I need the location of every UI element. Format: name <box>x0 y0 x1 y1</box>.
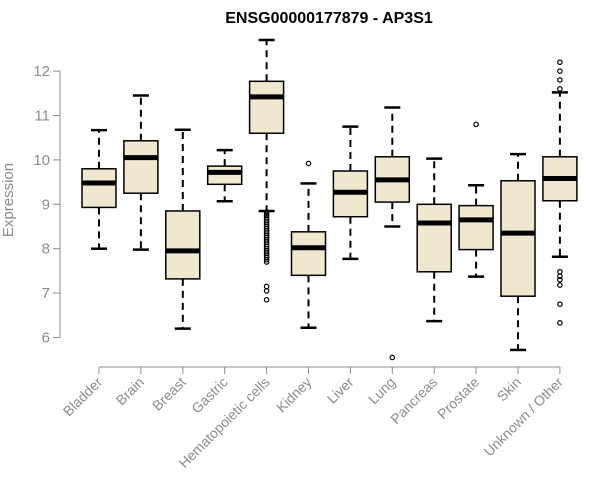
outlier-point <box>557 68 563 74</box>
y-tick-label: 10 <box>33 152 50 169</box>
outlier-point <box>557 268 563 275</box>
box-iqr <box>123 140 159 194</box>
x-category-label: Kidney <box>273 374 315 416</box>
x-category-label: Lung <box>365 374 398 407</box>
y-tick-label: 8 <box>42 241 50 258</box>
x-category-label: Bladder <box>60 374 106 420</box>
box-breast <box>165 128 201 330</box>
y-axis-label: Expression <box>0 163 17 237</box>
box-unknown-other <box>542 59 578 326</box>
chart-title: ENSG00000177879 - AP3S1 <box>225 10 433 27</box>
outlier-point <box>557 273 563 280</box>
y-tick-label: 7 <box>42 285 50 302</box>
box-brain <box>123 94 159 251</box>
outlier-point <box>557 59 563 66</box>
y-axis: 6 7 8 9 10 11 12 <box>33 63 61 347</box>
outlier-point <box>263 209 270 216</box>
outlier-point <box>263 283 270 290</box>
y-tick-label: 9 <box>42 196 50 213</box>
x-category-label: Brain <box>113 374 147 408</box>
outlier-point <box>263 288 270 294</box>
box-iqr <box>458 204 494 251</box>
y-tick-label: 12 <box>33 63 50 80</box>
box-kidney <box>290 160 327 329</box>
outlier-point <box>557 86 563 92</box>
y-tick-label: 6 <box>42 330 50 347</box>
x-category-label: Liver <box>324 374 357 407</box>
box-iqr <box>290 231 327 277</box>
outlier-point <box>557 320 563 326</box>
outlier-point <box>263 296 270 303</box>
outlier-point <box>557 301 563 308</box>
box-iqr <box>248 80 285 135</box>
box-iqr <box>165 210 201 280</box>
box-prostate <box>458 121 494 278</box>
y-tick-label: 11 <box>34 108 50 125</box>
box-iqr <box>206 165 243 186</box>
x-category-label: Skin <box>494 374 525 405</box>
box-series <box>81 38 578 361</box>
box-bladder <box>81 128 117 250</box>
x-category-label: Pancreas <box>387 374 440 427</box>
outlier-point <box>557 282 563 288</box>
outlier-point <box>557 77 563 83</box>
box-skin <box>500 152 536 352</box>
box-iqr <box>81 168 117 209</box>
box-hematopoietic-cells <box>248 38 285 303</box>
box-iqr <box>416 203 452 273</box>
outlier-point <box>473 121 479 128</box>
box-liver <box>332 125 369 261</box>
outlier-point <box>389 354 396 361</box>
outlier-point <box>305 160 312 167</box>
box-pancreas <box>416 157 452 323</box>
x-category-label: Prostate <box>434 374 482 422</box>
box-lung <box>374 106 411 361</box>
outlier-point <box>263 259 270 265</box>
outlier-point <box>263 256 270 263</box>
box-gastric <box>206 148 243 203</box>
box-iqr <box>500 180 536 297</box>
x-category-label: Unknown / Other <box>480 374 566 460</box>
x-category-label: Breast <box>149 374 189 414</box>
outlier-point <box>557 276 563 283</box>
